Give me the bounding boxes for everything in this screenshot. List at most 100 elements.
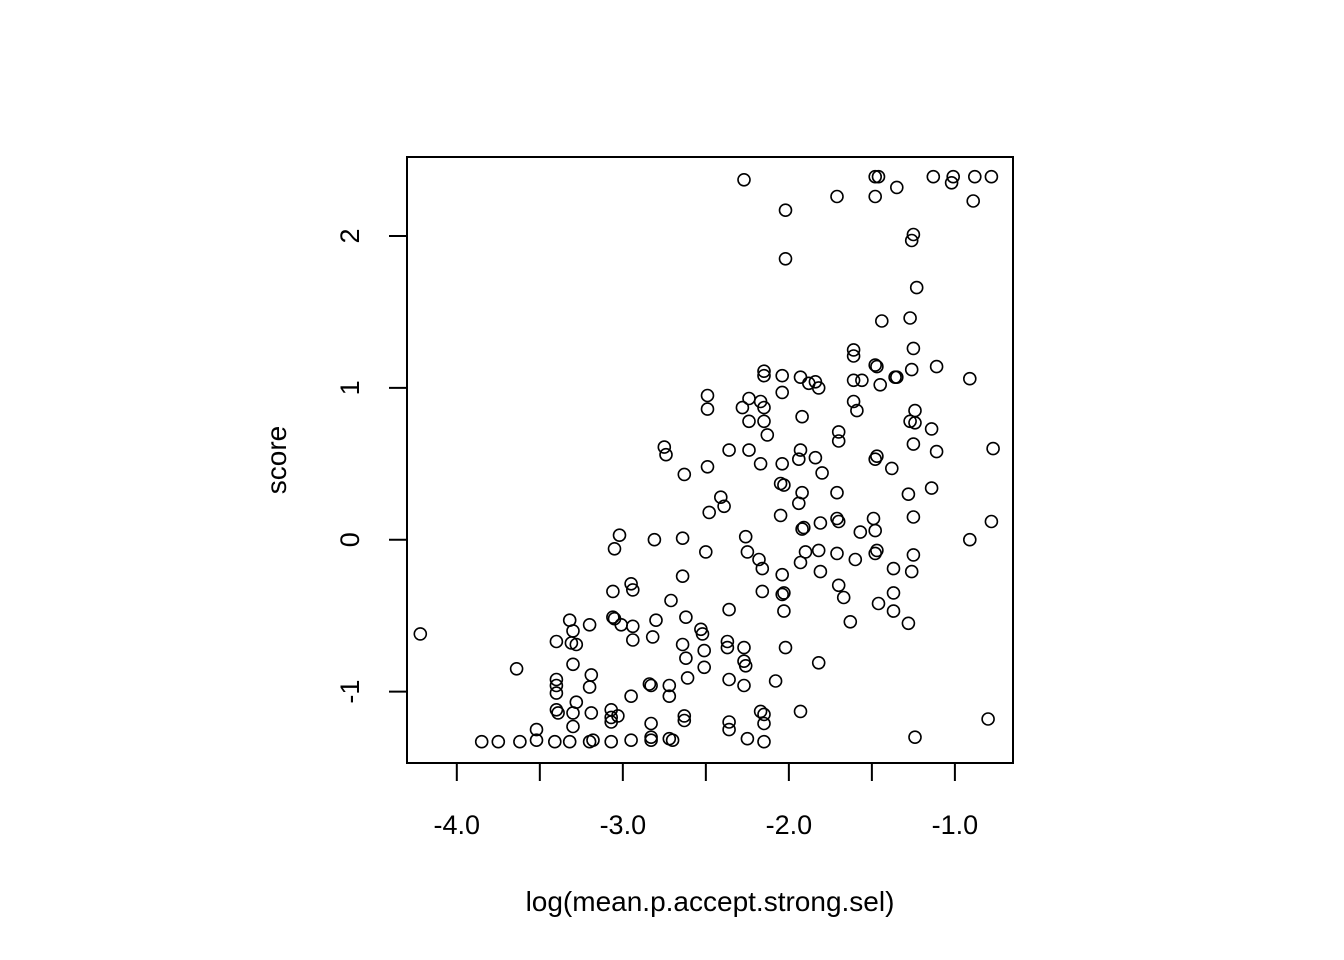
- data-point: [757, 364, 771, 379]
- data-point: [529, 733, 544, 748]
- plot-frame: [406, 156, 1014, 764]
- data-point: [624, 733, 638, 748]
- data-point: [551, 706, 565, 720]
- data-point: [662, 678, 677, 693]
- data-point: [868, 523, 883, 538]
- data-point: [720, 634, 735, 649]
- data-point: [584, 668, 599, 682]
- data-point: [755, 584, 770, 599]
- data-point: [644, 678, 658, 693]
- data-point: [889, 370, 904, 385]
- data-point: [702, 505, 717, 520]
- data-point: [549, 686, 564, 700]
- data-point: [831, 425, 846, 439]
- data-point: [986, 441, 1000, 456]
- x-tick-label: -1.0: [932, 810, 979, 840]
- data-point: [644, 730, 658, 745]
- data-point: [549, 678, 564, 693]
- data-point: [566, 719, 580, 734]
- data-point: [775, 567, 790, 582]
- data-point: [584, 706, 599, 720]
- data-point: [962, 371, 977, 386]
- data-point: [604, 710, 619, 725]
- data-point: [884, 461, 899, 476]
- data-point: [775, 368, 790, 383]
- data-point: [984, 169, 999, 184]
- data-point: [793, 555, 808, 570]
- y-tick-label: -1: [335, 680, 365, 704]
- data-point: [811, 381, 826, 395]
- data-point: [777, 604, 791, 618]
- data-point: [871, 169, 886, 184]
- data-point: [906, 437, 921, 451]
- data-point: [868, 169, 883, 184]
- data-point: [625, 633, 640, 647]
- data-point: [737, 640, 751, 655]
- data-point: [624, 576, 638, 591]
- data-point: [740, 731, 755, 746]
- data-point: [677, 713, 692, 728]
- data-point: [722, 715, 736, 729]
- data-point: [700, 402, 715, 416]
- y-tick-label: 1: [335, 380, 365, 395]
- data-point: [737, 173, 751, 187]
- data-point: [811, 543, 826, 558]
- data-point: [962, 532, 977, 547]
- data-point: [813, 564, 828, 579]
- data-point: [697, 660, 712, 675]
- data-point: [757, 716, 771, 731]
- data-point: [742, 443, 756, 457]
- data-point: [700, 459, 715, 474]
- points-layer: [413, 169, 1000, 749]
- data-point: [657, 440, 672, 454]
- data-point: [680, 671, 695, 685]
- data-point: [562, 734, 577, 749]
- data-point: [753, 704, 768, 719]
- data-point: [582, 680, 597, 694]
- data-point: [722, 443, 736, 457]
- data-point: [813, 516, 828, 530]
- data-point: [413, 627, 428, 641]
- data-point: [566, 657, 580, 672]
- data-point: [760, 428, 775, 442]
- data-point: [831, 578, 846, 593]
- data-point: [908, 415, 922, 430]
- data-point: [768, 674, 783, 688]
- data-point: [625, 583, 640, 597]
- data-point: [647, 532, 662, 547]
- data-point: [604, 734, 619, 749]
- data-point: [795, 522, 809, 536]
- data-point: [795, 409, 809, 424]
- data-point: [906, 548, 921, 562]
- x-tick-label: -3.0: [600, 810, 647, 840]
- data-point: [843, 614, 858, 629]
- data-point: [642, 677, 657, 691]
- data-point: [906, 341, 921, 356]
- data-point: [624, 689, 638, 704]
- data-point: [904, 233, 919, 248]
- y-axis: -1 0 1 2: [335, 228, 408, 704]
- data-point: [901, 616, 916, 631]
- data-point: [791, 496, 806, 511]
- data-point: [566, 706, 580, 720]
- y-axis-title: score: [261, 426, 292, 494]
- data-point: [717, 499, 731, 514]
- data-point: [757, 368, 771, 383]
- data-point: [757, 414, 771, 429]
- data-point: [773, 508, 788, 523]
- data-point: [677, 467, 692, 482]
- data-point: [846, 394, 861, 409]
- data-point: [836, 590, 851, 605]
- data-point: [791, 452, 806, 467]
- data-point: [675, 531, 690, 546]
- data-point: [778, 640, 793, 655]
- data-point: [903, 311, 917, 325]
- data-point: [908, 730, 922, 745]
- data-point: [586, 733, 600, 748]
- data-point: [811, 655, 826, 670]
- data-point: [604, 715, 619, 729]
- data-point: [846, 349, 861, 363]
- data-point: [831, 434, 846, 448]
- data-point: [612, 528, 627, 543]
- data-point: [886, 561, 901, 576]
